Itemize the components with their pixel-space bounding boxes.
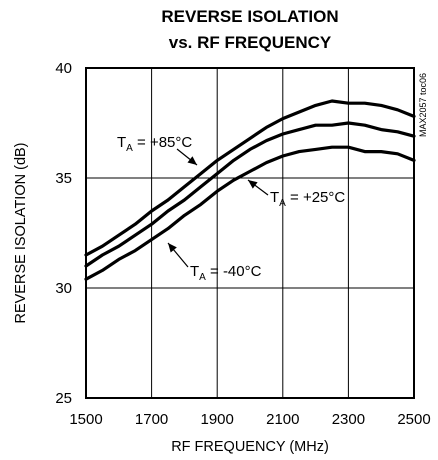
y-tick-label: 35 [55,170,72,187]
plot-frame [85,67,415,399]
grid-lines [86,68,414,398]
x-tick-label: 1700 [135,411,168,428]
series-lines [84,99,416,281]
y-tick-label: 30 [55,280,72,297]
series-label-minus40c: TA = -40°C [190,263,262,283]
x-axis-label: RF FREQUENCY (MHz) [171,439,329,455]
x-tick-label: 2500 [397,411,430,428]
series-label-25c: TA = +25°C [270,189,345,209]
y-tick-label: 40 [55,60,72,77]
arrowhead-icon [187,156,197,165]
y-axis-label: REVERSE ISOLATION (dB) [13,142,29,323]
chart-subtitle: vs. RF FREQUENCY [169,33,332,52]
y-tick-label: 25 [55,390,72,407]
chart-code-label: MAX2057 toc06 [418,73,428,137]
series-line-minus40c [84,145,416,281]
x-tick-label: 2300 [332,411,365,428]
x-tick-label: 1900 [201,411,234,428]
x-tick-label: 2100 [266,411,299,428]
series-labels: TA = +85°C TA = +25°C TA = -40°C [117,134,345,283]
series-label-85c: TA = +85°C [117,134,192,154]
x-tick-label: 1500 [69,411,102,428]
series-line-85c [84,99,416,257]
arrowhead-icon [248,180,258,189]
series-line-25c [84,121,416,268]
chart-title: REVERSE ISOLATION [161,7,338,26]
axis-ticks: 1500 1700 1900 2100 2300 2500 25 30 35 40 [55,60,430,428]
arrowhead-icon [168,243,177,253]
